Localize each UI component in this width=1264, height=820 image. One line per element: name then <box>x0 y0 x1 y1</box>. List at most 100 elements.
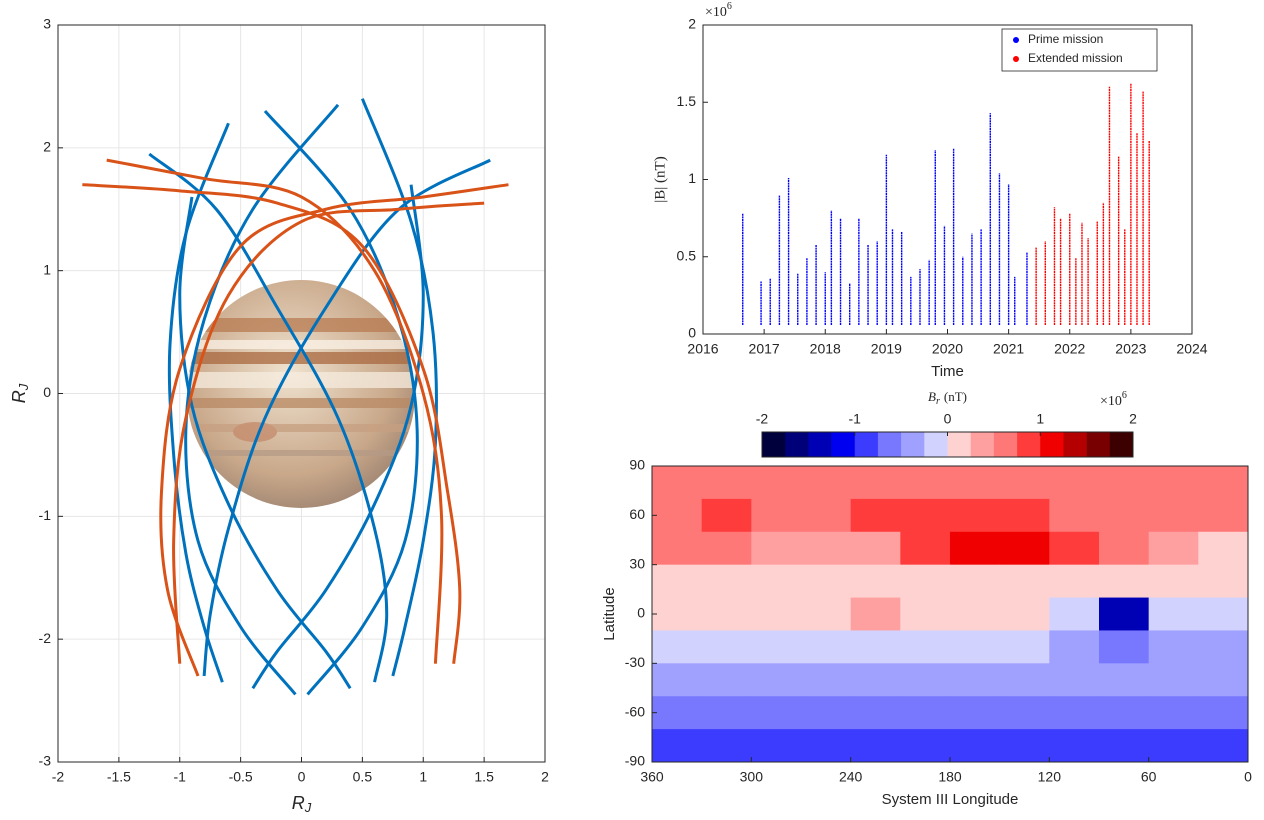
colorbar-label-sub: r <box>936 396 940 407</box>
x-tick-label: 0.5 <box>353 769 373 785</box>
x-tick-label: 180 <box>938 769 962 785</box>
heatmap-cell <box>652 663 703 697</box>
heatmap-cell <box>1198 597 1248 631</box>
heatmap-cell <box>1148 466 1199 500</box>
heatmap-cell <box>1099 531 1150 566</box>
heatmap-cell <box>751 466 802 500</box>
jupiter-image <box>187 280 415 508</box>
colorbar-swatch <box>1063 432 1087 457</box>
x-tick-label: -0.5 <box>229 769 253 785</box>
heatmap-cell <box>850 663 901 697</box>
x-tick-label: 2018 <box>810 341 841 357</box>
colorbar-swatch <box>993 432 1018 457</box>
x-tick-label: 2022 <box>1054 341 1085 357</box>
heatmap-cell <box>850 564 901 599</box>
heatmap-cell <box>1099 498 1150 533</box>
colorbar-swatch <box>785 432 809 457</box>
legend-label: Prime mission <box>1028 32 1103 46</box>
y-tick-label: 0.5 <box>677 247 697 263</box>
trajectory <box>82 183 462 664</box>
y-tick-label: 1 <box>688 170 696 186</box>
colorbar-swatch <box>1086 432 1111 457</box>
heatmap-cell <box>850 466 901 500</box>
multiplier-base: ×10 <box>705 5 727 20</box>
heatmap-cell <box>801 729 852 762</box>
colorbar-swatch <box>1017 432 1041 457</box>
y-axis-label-main: R <box>9 390 29 403</box>
heatmap-cell <box>1049 663 1100 697</box>
heatmap-cell <box>999 564 1050 599</box>
heatmap-cell <box>701 663 752 697</box>
y-tick-label: 0 <box>688 325 696 341</box>
heatmap-cell <box>1049 498 1100 533</box>
legend-marker <box>1013 37 1019 43</box>
heatmap-cell <box>1049 630 1100 664</box>
heatmap-cell <box>701 729 752 762</box>
heatmap-cell <box>701 466 752 500</box>
heatmap-cell <box>900 564 951 599</box>
heatmap-cell <box>950 630 1001 664</box>
heatmap-cell <box>1148 663 1199 697</box>
x-tick-label: 0 <box>298 769 306 785</box>
x-tick-label: -2 <box>52 769 65 785</box>
colorbar-label: Br (nT) <box>928 389 967 407</box>
heatmap-cell <box>900 630 951 664</box>
colorbar-tick-label: -2 <box>756 411 769 427</box>
multiplier-exp: 6 <box>727 1 732 12</box>
heatmap-cell <box>950 466 1001 500</box>
heatmap-cell <box>950 597 1001 631</box>
x-tick-label: 2020 <box>932 341 963 357</box>
heatmap-cell <box>1099 564 1150 599</box>
x-tick-label: 300 <box>740 769 764 785</box>
heatmap-cell <box>751 498 802 533</box>
heatmap-cell <box>652 531 703 566</box>
heatmap-cell <box>900 729 951 762</box>
y-tick-label: -2 <box>39 630 52 646</box>
heatmap-cell <box>1148 696 1199 730</box>
y-axis-label: Latitude <box>601 587 618 640</box>
colorbar-swatch <box>1040 432 1064 457</box>
colorbar-tick-label: 0 <box>944 411 952 427</box>
heatmap-cell <box>652 597 703 631</box>
colorbar-swatch <box>901 432 925 457</box>
colorbar-swatch <box>924 432 948 457</box>
heatmap-cell <box>850 729 901 762</box>
heatmap-cell <box>950 531 1001 566</box>
colorbar-tick-label: 1 <box>1036 411 1044 427</box>
colorbar-swatch <box>854 432 879 457</box>
x-tick-label: 0 <box>1244 769 1252 785</box>
y-tick-label: 0 <box>43 384 51 400</box>
heatmap-cell <box>1198 729 1248 762</box>
heatmap-cell <box>652 466 703 500</box>
x-axis-label: RJ <box>292 793 312 816</box>
y-tick-label: 2 <box>688 16 696 32</box>
x-tick-label: 2017 <box>749 341 780 357</box>
x-tick-label: -1.5 <box>107 769 131 785</box>
x-tick-label: 240 <box>839 769 863 785</box>
heatmap-cell <box>751 630 802 664</box>
heatmap-cell <box>999 696 1050 730</box>
y-tick-label: -3 <box>39 753 52 769</box>
heatmap-cell <box>801 498 852 533</box>
trajectory <box>172 201 485 664</box>
heatmap-cell <box>900 531 951 566</box>
heatmap-cell <box>1198 531 1248 566</box>
y-tick-label: -30 <box>625 654 645 670</box>
x-tick-label: 60 <box>1141 769 1157 785</box>
heatmap-cell <box>1198 630 1248 664</box>
heatmap-cell <box>950 498 1001 533</box>
heatmap-cell <box>850 696 901 730</box>
heatmap-cell <box>950 729 1001 762</box>
heatmap-cell <box>801 597 852 631</box>
colorbar-swatch <box>877 432 902 457</box>
axis-multiplier: ×106 <box>705 1 732 20</box>
heatmap-cell <box>1198 498 1248 533</box>
heatmap-cell <box>1148 729 1199 762</box>
heatmap-cell <box>1049 696 1100 730</box>
colorbar-tick-label: 2 <box>1129 411 1137 427</box>
heatmap-cell <box>801 630 852 664</box>
colorbar-label-main: B <box>928 389 936 404</box>
x-tick-label: 2021 <box>993 341 1024 357</box>
heatmap-cell <box>701 630 752 664</box>
heatmap-cell <box>801 696 852 730</box>
